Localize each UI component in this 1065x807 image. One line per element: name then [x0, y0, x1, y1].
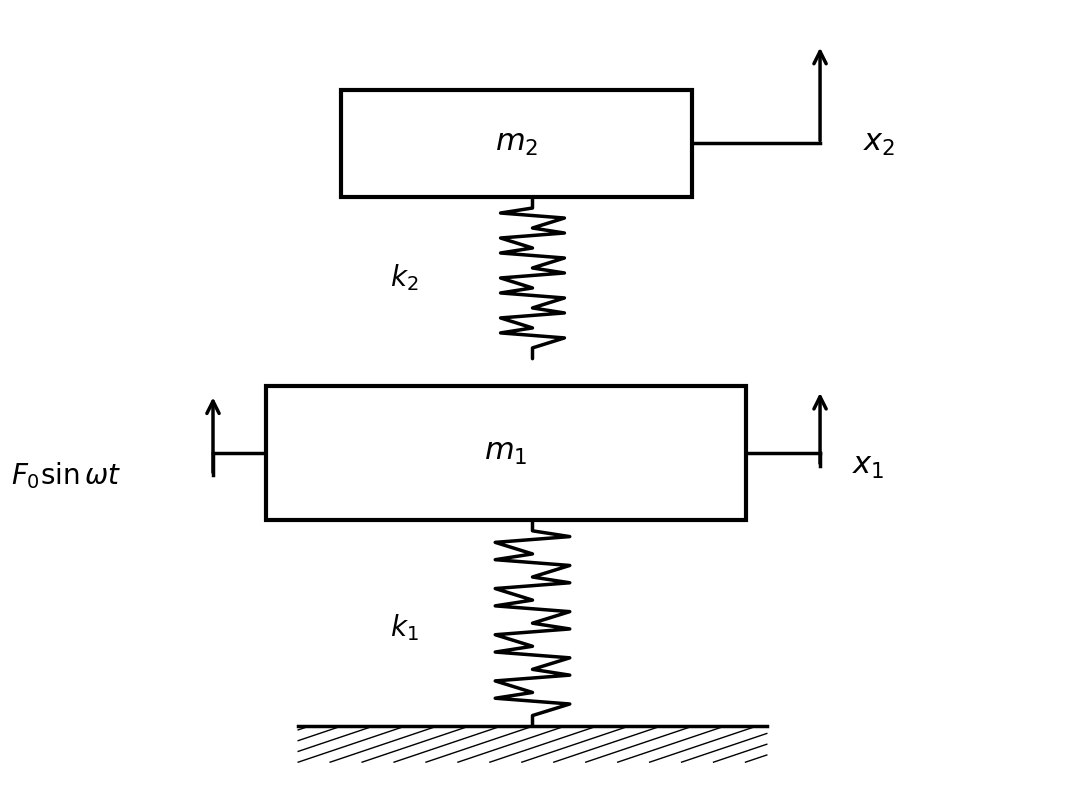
- Text: $x_1$: $x_1$: [852, 452, 884, 481]
- Bar: [266, 386, 746, 520]
- Text: $k_2$: $k_2$: [391, 262, 419, 294]
- Text: $x_2$: $x_2$: [863, 129, 895, 158]
- Text: $m_2$: $m_2$: [495, 129, 538, 158]
- Text: $m_1$: $m_1$: [485, 438, 527, 467]
- Bar: [341, 90, 692, 197]
- Text: $k_1$: $k_1$: [391, 613, 419, 643]
- Text: $F_0\sin\omega t$: $F_0\sin\omega t$: [11, 460, 121, 491]
